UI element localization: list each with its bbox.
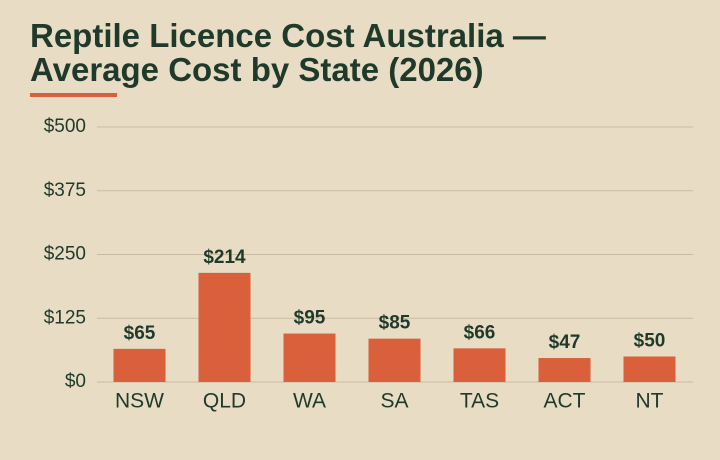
x-tick-label: WA xyxy=(293,390,326,413)
y-tick-label: $375 xyxy=(44,180,86,201)
x-tick-label: QLD xyxy=(203,390,246,413)
value-label: $214 xyxy=(203,247,246,268)
value-label: $47 xyxy=(549,332,581,353)
y-tick-label: $0 xyxy=(65,371,86,392)
x-tick-label: TAS xyxy=(460,390,499,413)
bar xyxy=(283,333,336,382)
x-tick-label: ACT xyxy=(544,390,586,413)
bar xyxy=(453,348,506,382)
value-label: $50 xyxy=(634,331,666,352)
y-tick-label: $250 xyxy=(44,244,86,265)
x-tick-label: NT xyxy=(636,390,664,413)
y-tick-label: $500 xyxy=(44,116,86,137)
value-label: $66 xyxy=(464,322,496,343)
bar xyxy=(538,358,591,382)
y-tick-label: $125 xyxy=(44,307,86,328)
title-rule xyxy=(30,93,117,97)
bar xyxy=(623,356,676,382)
x-tick-label: SA xyxy=(380,390,408,413)
bar xyxy=(113,348,166,382)
chart-title: Reptile Licence Cost Australia — Average… xyxy=(30,17,546,88)
value-label: $85 xyxy=(379,313,411,334)
x-tick-label: NSW xyxy=(115,390,164,413)
value-label: $95 xyxy=(294,308,326,329)
bar xyxy=(368,338,421,382)
bar xyxy=(198,272,251,382)
value-label: $65 xyxy=(124,323,156,344)
